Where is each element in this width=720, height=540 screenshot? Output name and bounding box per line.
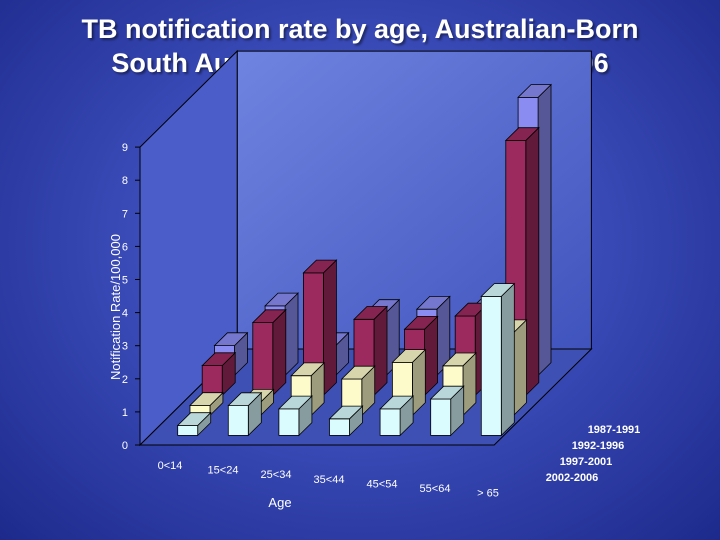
y-tick-label: 0 [122,440,128,452]
bar [176,411,212,437]
y-tick-label: 9 [122,142,128,154]
legend-entry: 2002-2006 [546,472,599,484]
x-tick-label: 35<44 [314,474,345,486]
x-axis-label: Age [268,495,291,510]
y-tick-label: 8 [122,175,128,187]
y-tick-label: 5 [122,275,128,287]
bar [480,282,516,437]
legend-entry: 1997-2001 [560,456,613,468]
x-axis-ticks: 0<14 15<24 25<34 35<44 45<54 55<64 > 65 [158,460,499,500]
y-tick-label: 2 [122,374,128,386]
y-axis-label: Notification Rate/100,000 [108,234,123,380]
y-axis-ticks: 0 1 2 3 4 5 6 7 8 9 [122,142,140,452]
legend-entry: 1987-1991 [588,424,641,436]
legend-entry: 1992-1996 [572,440,625,452]
x-tick-label: 45<54 [367,478,398,490]
x-tick-label: 15<24 [208,465,239,477]
bar [227,391,263,437]
x-tick-label: 25<34 [261,469,292,481]
title-line-1: TB notification rate by age, Australian-… [81,14,639,44]
bar [201,351,237,397]
x-tick-label: 55<64 [420,483,451,495]
x-tick-label: > 65 [477,488,499,500]
x-tick-label: 0<14 [158,460,183,472]
bars [176,83,552,437]
y-tick-label: 7 [122,208,128,220]
bar [251,308,287,397]
bar [429,385,465,437]
series-legend: 1987-1991 1992-1996 1997-2001 2002-2006 [546,424,641,484]
y-tick-label: 1 [122,407,128,419]
bar [379,395,415,437]
y-tick-label: 4 [122,308,128,320]
bar [328,405,364,437]
bar [277,395,313,437]
y-tick-label: 3 [122,341,128,353]
y-tick-label: 6 [122,241,128,253]
